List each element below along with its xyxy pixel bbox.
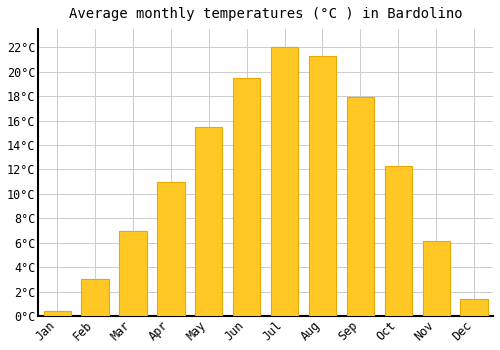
Bar [233,78,260,316]
Bar [44,311,71,316]
Bar [271,47,298,316]
Title: Average monthly temperatures (°C ) in Bardolino: Average monthly temperatures (°C ) in Ba… [69,7,462,21]
Bar [422,241,450,316]
Bar [82,279,108,316]
Bar [195,127,222,316]
Bar [157,182,184,316]
Bar [120,231,146,316]
Bar [309,56,336,316]
Bar [347,97,374,316]
Bar [460,299,487,316]
Bar [384,166,412,316]
